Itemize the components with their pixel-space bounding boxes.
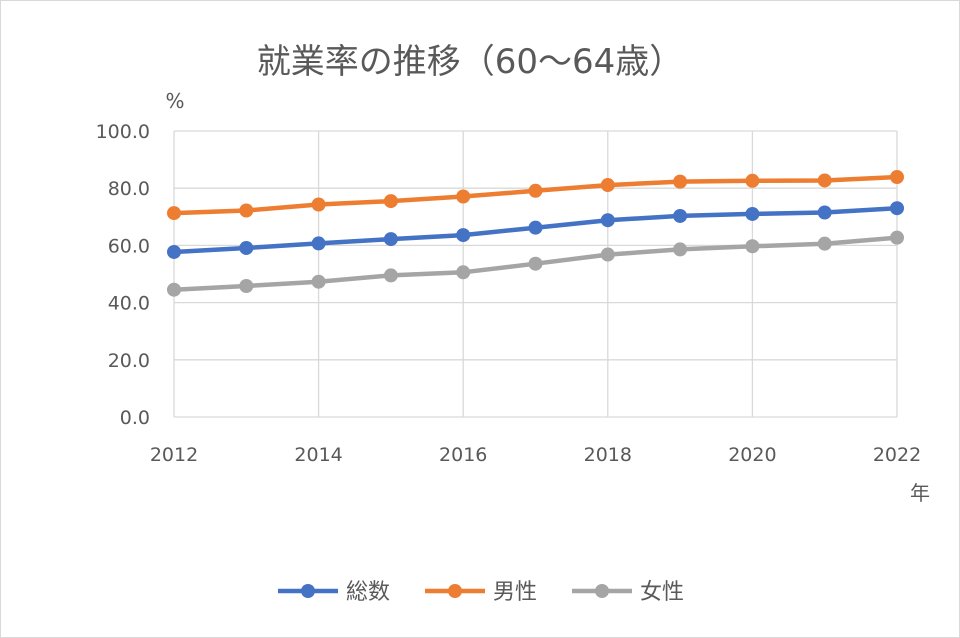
y-tick-label: 100.0 — [96, 121, 150, 143]
data-point-男性 — [239, 203, 254, 218]
data-point-女性 — [239, 279, 254, 294]
data-point-男性 — [890, 170, 904, 185]
legend-swatch-marker — [448, 584, 462, 598]
data-point-男性 — [311, 197, 326, 212]
legend: 総数 男性 女性 — [278, 580, 684, 605]
data-point-総数 — [528, 220, 543, 235]
data-point-男性 — [817, 173, 832, 188]
chart-title: 就業率の推移（60～64歳） — [257, 42, 684, 82]
x-tick-label: 2012 — [150, 444, 198, 466]
data-point-総数 — [600, 213, 615, 228]
data-point-総数 — [673, 208, 688, 223]
y-tick-label: 20.0 — [108, 350, 150, 372]
x-axis-unit-label: 年 — [910, 481, 930, 505]
series-group — [167, 170, 904, 297]
y-tick-label: 0.0 — [120, 407, 150, 429]
data-point-女性 — [311, 274, 326, 289]
data-point-女性 — [383, 268, 398, 283]
data-point-女性 — [745, 239, 760, 254]
legend-label: 男性 — [493, 580, 537, 605]
legend-label: 女性 — [640, 580, 684, 605]
data-point-総数 — [890, 201, 904, 216]
x-tick-label: 2016 — [439, 444, 487, 466]
data-point-男性 — [745, 173, 760, 188]
x-tick-label: 2022 — [873, 444, 921, 466]
legend-swatch-marker — [595, 584, 609, 598]
x-tick-label: 2020 — [728, 444, 776, 466]
data-point-総数 — [239, 240, 254, 255]
data-point-男性 — [528, 183, 543, 198]
data-point-総数 — [745, 206, 760, 221]
data-point-総数 — [311, 236, 326, 251]
data-point-女性 — [817, 236, 832, 251]
y-tick-label: 80.0 — [108, 178, 150, 200]
x-axis-ticks: 2012 2014 2016 2018 2020 2022 — [150, 444, 921, 466]
legend-label: 総数 — [346, 580, 390, 605]
data-point-男性 — [383, 194, 398, 209]
y-axis-unit-label: % — [165, 89, 184, 113]
data-point-男性 — [167, 206, 181, 221]
y-tick-label: 60.0 — [108, 235, 150, 257]
data-point-女性 — [890, 230, 904, 245]
data-point-女性 — [456, 265, 471, 280]
gridlines — [173, 130, 898, 418]
data-point-女性 — [673, 242, 688, 257]
data-point-総数 — [383, 232, 398, 247]
data-point-男性 — [456, 189, 471, 204]
x-tick-label: 2018 — [584, 444, 632, 466]
y-axis-ticks: 0.0 20.0 40.0 60.0 80.0 100.0 — [96, 121, 150, 429]
data-point-総数 — [817, 205, 832, 220]
data-point-男性 — [600, 178, 615, 193]
legend-swatch-marker — [301, 584, 315, 598]
data-point-総数 — [456, 228, 471, 243]
data-point-総数 — [167, 244, 181, 259]
data-point-女性 — [600, 247, 615, 262]
data-point-男性 — [673, 174, 688, 189]
y-tick-label: 40.0 — [108, 293, 150, 315]
data-point-女性 — [528, 256, 543, 271]
x-tick-label: 2014 — [294, 444, 342, 466]
data-point-女性 — [167, 282, 181, 297]
